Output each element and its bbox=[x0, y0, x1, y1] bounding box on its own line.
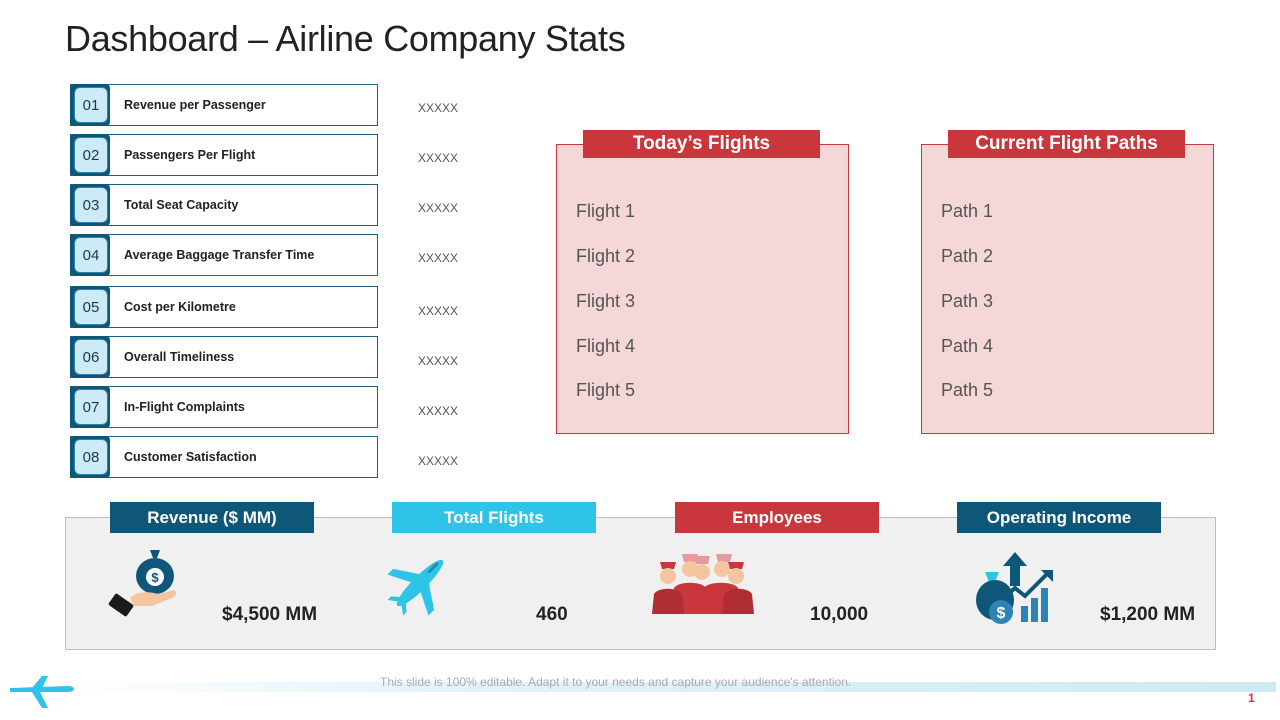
kpi-value: XXXXX bbox=[418, 151, 459, 165]
footer-airplane-icon bbox=[10, 676, 74, 708]
flight-item[interactable]: Flight 1 bbox=[576, 201, 636, 221]
crew-icon bbox=[652, 554, 754, 614]
income-growth-icon: $ bbox=[976, 552, 1053, 624]
kpi-number: 07 bbox=[74, 389, 108, 425]
kpi-value: XXXXX bbox=[418, 354, 459, 368]
flight-item[interactable]: Flight 5 bbox=[576, 380, 636, 400]
flight-item[interactable]: Flight 4 bbox=[576, 336, 636, 356]
kpi-value: XXXXX bbox=[418, 304, 459, 318]
footer-line bbox=[70, 682, 1276, 692]
kpi-value: XXXXX bbox=[418, 404, 459, 418]
kpi-value: XXXXX bbox=[418, 201, 459, 215]
kpi-label: Total Seat Capacity bbox=[124, 198, 239, 212]
kpi-label: Average Baggage Transfer Time bbox=[124, 248, 315, 262]
stat-label-operating-income: Operating Income bbox=[957, 502, 1161, 533]
kpi-number: 01 bbox=[74, 87, 108, 123]
paths-panel-title: Current Flight Paths bbox=[948, 130, 1185, 158]
stat-value-operating-income: $1,200 MM bbox=[1100, 604, 1196, 625]
kpi-item[interactable]: 05 Cost per Kilometre bbox=[70, 286, 378, 328]
kpi-item[interactable]: 07 In-Flight Complaints bbox=[70, 386, 378, 428]
paths-panel: Current Flight Paths Path 1 Path 2 Path … bbox=[921, 130, 1214, 434]
stats-band bbox=[65, 517, 1216, 650]
svg-text:$: $ bbox=[151, 570, 159, 585]
kpi-number: 04 bbox=[74, 237, 108, 273]
path-item[interactable]: Path 2 bbox=[941, 246, 994, 266]
stat-label-total-flights: Total Flights bbox=[392, 502, 596, 533]
kpi-value: XXXXX bbox=[418, 251, 459, 265]
kpi-number: 05 bbox=[74, 289, 108, 325]
kpi-item[interactable]: 04 Average Baggage Transfer Time bbox=[70, 234, 378, 276]
kpi-item[interactable]: 06 Overall Timeliness bbox=[70, 336, 378, 378]
kpi-item[interactable]: 08 Customer Satisfaction bbox=[70, 436, 378, 478]
flights-panel: Today’s Flights Flight 1 Flight 2 Flight… bbox=[556, 130, 849, 434]
kpi-number: 02 bbox=[74, 137, 108, 173]
stat-value-revenue: $4,500 MM bbox=[222, 604, 318, 625]
footnote: This slide is 100% editable. Adapt it to… bbox=[380, 675, 852, 689]
kpi-label: Revenue per Passenger bbox=[124, 98, 266, 112]
money-bag-hand-icon: $ bbox=[108, 550, 177, 617]
kpi-item[interactable]: 01 Revenue per Passenger bbox=[70, 84, 378, 126]
page-number: 1 bbox=[1248, 691, 1255, 705]
kpi-label: In-Flight Complaints bbox=[124, 400, 245, 414]
kpi-label: Overall Timeliness bbox=[124, 350, 235, 364]
flight-item[interactable]: Flight 2 bbox=[576, 246, 636, 266]
flights-panel-title: Today’s Flights bbox=[583, 130, 820, 158]
kpi-number: 08 bbox=[74, 439, 108, 475]
path-item[interactable]: Path 3 bbox=[941, 291, 994, 311]
kpi-value: XXXXX bbox=[418, 101, 459, 115]
path-item[interactable]: Path 1 bbox=[941, 201, 994, 221]
kpi-value: XXXXX bbox=[418, 454, 459, 468]
kpi-item[interactable]: 02 Passengers Per Flight bbox=[70, 134, 378, 176]
kpi-item[interactable]: 03 Total Seat Capacity bbox=[70, 184, 378, 226]
stat-value-employees: 10,000 bbox=[810, 604, 869, 625]
stat-label-employees: Employees bbox=[675, 502, 879, 533]
path-item[interactable]: Path 5 bbox=[941, 380, 994, 400]
svg-text:$: $ bbox=[997, 605, 1006, 622]
stat-label-revenue: Revenue ($ MM) bbox=[110, 502, 314, 533]
kpi-label: Passengers Per Flight bbox=[124, 148, 256, 162]
kpi-number: 03 bbox=[74, 187, 108, 223]
kpi-label: Cost per Kilometre bbox=[124, 300, 236, 314]
page-title: Dashboard – Airline Company Stats bbox=[65, 18, 626, 59]
stat-value-total-flights: 460 bbox=[536, 604, 568, 625]
kpi-label: Customer Satisfaction bbox=[124, 450, 257, 464]
flight-item[interactable]: Flight 3 bbox=[576, 291, 636, 311]
kpi-number: 06 bbox=[74, 339, 108, 375]
airplane-icon bbox=[387, 559, 444, 616]
path-item[interactable]: Path 4 bbox=[941, 336, 994, 356]
